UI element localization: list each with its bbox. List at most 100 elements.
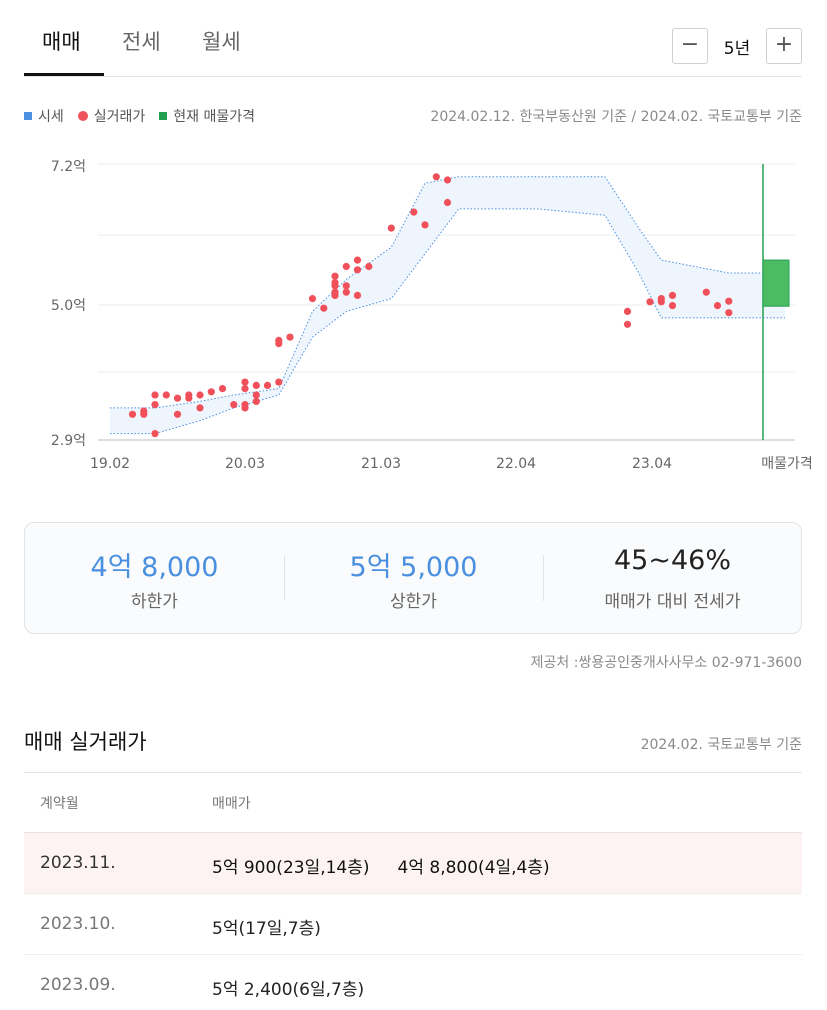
price-chart-svg: 7.2억 5.0억 2.9억 19.02 20.03 21.03 22.04 2… <box>51 159 813 472</box>
transaction-point[interactable] <box>151 430 159 438</box>
transaction-point[interactable] <box>173 394 182 402</box>
transaction-point[interactable] <box>342 282 350 290</box>
transaction-point[interactable] <box>331 272 339 280</box>
listing-price-marker <box>762 164 790 440</box>
transaction-point[interactable] <box>713 302 722 310</box>
transaction-point[interactable] <box>668 302 677 310</box>
deal-type-tabs: 매매 전세 월세 − 5년 + <box>24 18 802 77</box>
transaction-point[interactable] <box>342 288 350 296</box>
listing-range-bar[interactable] <box>762 259 790 307</box>
transaction-point[interactable] <box>657 295 665 303</box>
section-source-note: 2024.02. 국토교통부 기준 <box>640 737 802 753</box>
table-row[interactable]: 2023.10. 5억(17일,7층) <box>24 894 802 955</box>
table-row[interactable]: 2023.09. 5억 2,400(6일,7층) <box>24 955 802 1010</box>
jeonse-ratio-label: 매매가 대비 전세가 <box>604 592 741 612</box>
transaction-point[interactable] <box>286 333 294 341</box>
jeonse-ratio-value: 45~46% <box>614 545 731 576</box>
transaction-point[interactable] <box>365 262 373 271</box>
legend-market-label: 시세 <box>38 109 64 125</box>
transaction-point[interactable] <box>668 291 677 299</box>
transaction-point[interactable] <box>702 288 710 296</box>
transaction-point[interactable] <box>185 394 193 402</box>
transaction-point[interactable] <box>252 381 260 389</box>
summary-jeonse-ratio: 45~46% 매매가 대비 전세가 <box>543 523 802 635</box>
transaction-point[interactable] <box>387 224 395 232</box>
price-entry: 5억 900(23일,14층) <box>212 858 370 878</box>
divider <box>543 555 544 601</box>
price-summary-box: 4억 8,000 하한가 5억 5,000 상한가 45~46% 매매가 대비 … <box>24 522 802 634</box>
transaction-point[interactable] <box>725 309 733 317</box>
row-month: 2023.10. <box>40 914 116 934</box>
transaction-point[interactable] <box>331 288 339 296</box>
transaction-point[interactable] <box>162 391 170 399</box>
row-month: 2023.09. <box>40 975 116 995</box>
transaction-point[interactable] <box>353 291 362 299</box>
transaction-point[interactable] <box>646 298 654 306</box>
increase-period-button[interactable]: + <box>766 28 802 64</box>
upper-price-value: 5억 5,000 <box>349 552 478 583</box>
transaction-point[interactable] <box>151 391 159 399</box>
transaction-point[interactable] <box>252 391 260 399</box>
transaction-point[interactable] <box>140 407 148 415</box>
transaction-point[interactable] <box>410 208 418 216</box>
y-tick-label: 7.2억 <box>51 159 86 175</box>
transaction-point[interactable] <box>230 401 238 409</box>
tab-monthly-rent[interactable]: 월세 <box>202 30 241 54</box>
transaction-point[interactable] <box>432 173 440 181</box>
legend-listing-price: 현재 매물가격 <box>159 106 255 126</box>
decrease-period-button[interactable]: − <box>672 28 708 64</box>
transaction-point[interactable] <box>196 391 204 399</box>
transaction-point[interactable] <box>353 266 362 274</box>
market-band-area <box>110 176 785 434</box>
header-contract-month: 계약월 <box>40 796 79 812</box>
transaction-point[interactable] <box>725 297 733 305</box>
y-tick-label: 2.9억 <box>51 433 86 449</box>
summary-upper-price: 5억 5,000 상한가 <box>284 523 543 635</box>
lower-price-value: 4억 8,000 <box>90 552 219 583</box>
transaction-table: 계약월 매매가 2023.11. 5억 900(23일,14층) 4억 8,800… <box>24 772 802 1010</box>
transaction-point[interactable] <box>241 378 249 386</box>
transaction-point[interactable] <box>218 385 227 393</box>
transaction-point[interactable] <box>196 404 204 412</box>
transaction-point[interactable] <box>128 410 137 418</box>
price-entry: 5억(17일,7층) <box>212 919 321 939</box>
lower-price-label: 하한가 <box>131 592 178 612</box>
row-prices: 5억(17일,7층) <box>212 914 321 939</box>
upper-price-label: 상한가 <box>390 592 437 612</box>
provider-info: 제공처 :쌍용공인중개사사무소 02-971-3600 <box>530 655 802 671</box>
square-icon <box>24 112 32 120</box>
chart-legend: 시세 실거래가 현재 매물가격 <box>24 106 269 126</box>
transaction-point[interactable] <box>308 295 317 303</box>
transaction-point[interactable] <box>623 320 632 328</box>
price-entry: 5억 2,400(6일,7층) <box>212 980 365 1000</box>
transaction-point[interactable] <box>241 385 249 393</box>
legend-listing-label: 현재 매물가격 <box>173 109 256 125</box>
transaction-point[interactable] <box>443 176 452 184</box>
transaction-point[interactable] <box>275 378 283 386</box>
legend-market-price: 시세 <box>24 106 64 126</box>
transaction-point[interactable] <box>623 307 632 315</box>
transaction-point[interactable] <box>331 279 339 287</box>
active-tab-indicator <box>24 73 104 76</box>
price-chart[interactable]: 7.2억 5.0억 2.9억 19.02 20.03 21.03 22.04 2… <box>0 140 827 480</box>
transaction-point[interactable] <box>151 401 159 409</box>
transaction-point[interactable] <box>443 198 452 207</box>
transaction-point[interactable] <box>421 221 429 229</box>
tab-sale[interactable]: 매매 <box>42 30 81 54</box>
transaction-point[interactable] <box>342 262 350 271</box>
legend-actual-label: 실거래가 <box>93 109 146 125</box>
x-tick-label: 21.03 <box>361 456 401 472</box>
x-tick-label: 23.04 <box>632 456 672 472</box>
actual-transactions <box>128 173 733 438</box>
transaction-point[interactable] <box>207 388 215 396</box>
transaction-point[interactable] <box>241 404 249 412</box>
transaction-point[interactable] <box>320 304 328 312</box>
transaction-point[interactable] <box>353 256 362 264</box>
table-row[interactable]: 2023.11. 5억 900(23일,14층) 4억 8,800(4일,4층) <box>24 833 802 894</box>
dot-icon <box>77 111 88 121</box>
transaction-point[interactable] <box>252 397 260 405</box>
tab-jeonse[interactable]: 전세 <box>122 30 161 54</box>
transaction-point[interactable] <box>263 381 272 389</box>
transaction-point[interactable] <box>275 336 283 344</box>
transaction-point[interactable] <box>173 410 182 418</box>
